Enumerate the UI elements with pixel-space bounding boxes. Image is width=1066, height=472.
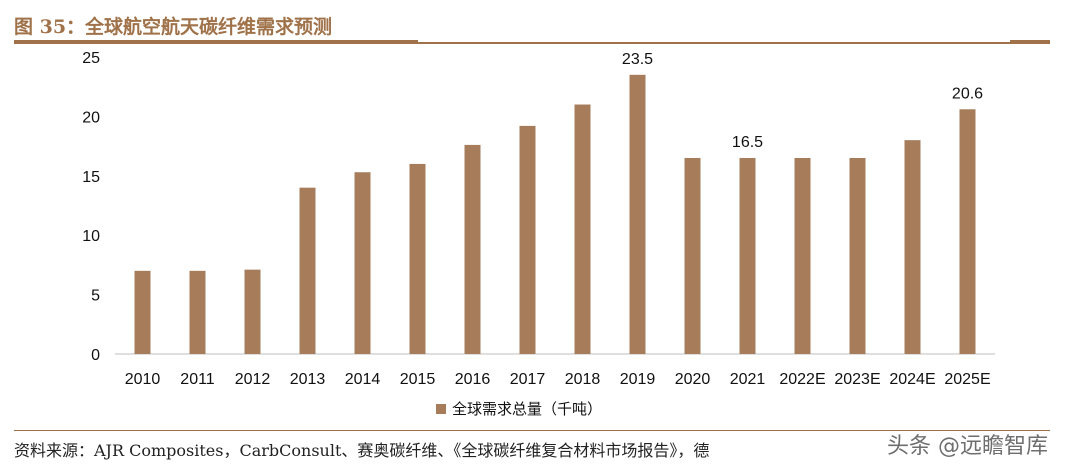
bar-2023E	[849, 157, 866, 354]
y-tick-label: 25	[82, 50, 100, 67]
title-rule-accent-right	[1010, 40, 1050, 44]
data-labels: 23.5 16.5 20.6	[622, 51, 983, 151]
x-tick-label: 2015	[400, 371, 436, 388]
x-tick-label: 2017	[510, 371, 546, 388]
source-note: 资料来源：AJR Composites，CarbConsult、赛奥碳纤维、《全…	[14, 441, 710, 460]
x-tick-label: 2020	[675, 371, 711, 388]
bar-2022E	[794, 157, 811, 354]
bar-2018	[574, 104, 591, 355]
title-rule	[14, 42, 1050, 44]
data-label-2025E: 20.6	[952, 85, 983, 102]
legend-swatch	[436, 404, 446, 414]
legend: 全球需求总量（千吨）	[436, 400, 602, 418]
x-tick-label: 2018	[565, 371, 601, 388]
bar-2017	[519, 125, 536, 355]
y-tick-label: 10	[82, 228, 100, 245]
source-rule	[14, 430, 1050, 431]
x-tick-label: 2021	[730, 371, 766, 388]
y-axis: 0 5 10 15 20 25	[82, 50, 100, 364]
data-label-2019: 23.5	[622, 51, 653, 68]
x-tick-label: 2019	[620, 371, 656, 388]
x-tick-label: 2014	[345, 371, 381, 388]
y-tick-label: 5	[91, 288, 100, 305]
x-axis: 2010 2011 2012 2013 2014 2015 2016 2017 2018 2019…	[125, 371, 991, 388]
x-tick-label: 2012	[235, 371, 271, 388]
bar-2011	[189, 270, 206, 354]
x-tick-label: 2022E	[779, 371, 825, 388]
x-tick-label: 2011	[180, 371, 215, 388]
bar-2020	[684, 157, 701, 354]
legend-label: 全球需求总量（千吨）	[452, 400, 602, 418]
x-tick-label: 2023E	[834, 371, 880, 388]
bars	[134, 74, 976, 355]
figure-title: 图 35：全球航空航天碳纤维需求预测	[14, 16, 333, 38]
title-rule-accent	[14, 40, 418, 44]
data-label-2021: 16.5	[732, 134, 763, 151]
x-tick-label: 2024E	[889, 371, 935, 388]
bar-2025E	[959, 109, 976, 354]
bar-2010	[134, 270, 151, 354]
y-tick-label: 0	[91, 347, 100, 364]
x-tick-label: 2010	[125, 371, 161, 388]
x-tick-label: 2013	[290, 371, 326, 388]
bar-2019	[629, 74, 646, 354]
x-tick-label: 2016	[455, 371, 491, 388]
bar-2016	[464, 144, 481, 354]
x-tick-label: 2025E	[944, 371, 990, 388]
y-tick-label: 15	[82, 169, 100, 186]
bar-2014	[354, 172, 371, 354]
bar-2021	[739, 157, 756, 354]
bar-2015	[409, 163, 426, 354]
bar-2012	[244, 269, 261, 354]
bar-2024E	[904, 140, 921, 354]
bar-2013	[299, 187, 316, 354]
watermark: 头条 @远瞻智库	[887, 434, 1048, 459]
y-tick-label: 20	[82, 109, 100, 126]
